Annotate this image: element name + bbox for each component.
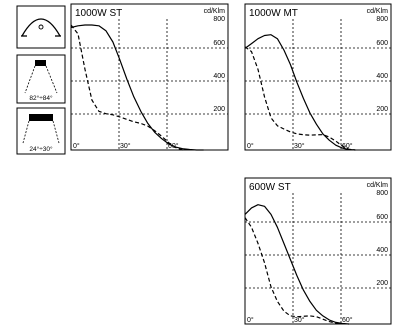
y-tick-label: 400 [376,73,388,80]
series-line-dashed [70,24,183,151]
x-tick-label: 0° [247,316,254,324]
x-tick-label: 0° [73,142,80,150]
y-tick-label: 800 [376,16,388,23]
y-tick-label: 600 [376,214,388,221]
chart-frame [244,177,392,325]
y-tick-label: 600 [376,40,388,47]
y-tick-label: 400 [376,247,388,254]
y-tick-label: 600 [213,40,225,47]
y-tick-label: 800 [376,190,388,197]
series-line-solid [244,34,356,151]
chart-title: 1000W ST [75,8,122,19]
series-line-solid [70,24,204,151]
x-tick-label: 30° [294,316,305,324]
unit-label: cd/Klm [367,8,389,15]
narrow-fixture-label: 82°÷84° [29,94,53,102]
chart-frame [244,3,392,151]
x-tick-label: 30° [120,142,131,150]
x-tick-label: 60° [342,142,353,150]
beam-shape-icon [16,5,66,49]
narrow-fixture-icon: 82°÷84° [16,54,66,104]
wide-fixture-icon: 24°÷30° [16,107,66,155]
x-tick-label: 60° [342,316,353,324]
x-tick-label: 0° [247,142,254,150]
y-tick-label: 200 [376,280,388,287]
chart-title: 1000W MT [249,8,298,19]
y-tick-label: 200 [376,106,388,113]
x-tick-label: 30° [294,142,305,150]
y-tick-label: 800 [213,16,225,23]
unit-label: cd/Klm [367,182,389,189]
series-line-solid [244,204,349,325]
chart-title: 600W ST [249,182,291,193]
y-tick-label: 400 [213,73,225,80]
y-tick-label: 200 [213,106,225,113]
series-line-dashed [244,46,356,151]
unit-label: cd/Klm [204,8,226,15]
series-line-dashed [244,217,349,325]
wide-fixture-label: 24°÷30° [29,145,53,153]
